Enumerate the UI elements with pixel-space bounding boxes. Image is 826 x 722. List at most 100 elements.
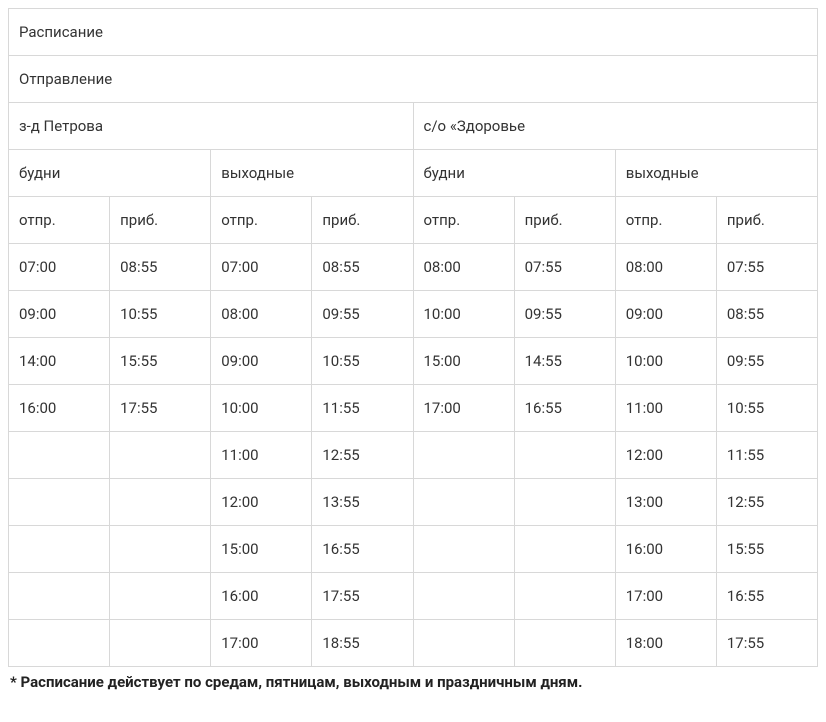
time-cell: 17:00 — [211, 620, 312, 667]
table-row: 17:0018:55 18:0017:55 — [9, 620, 818, 667]
time-cell: 17:00 — [413, 385, 514, 432]
data-rows: 07:0008:5507:0008:5508:0007:5508:0007:55… — [9, 244, 818, 667]
st1-weekdays: будни — [9, 150, 211, 197]
time-cell — [413, 432, 514, 479]
time-cell — [9, 479, 110, 526]
time-cell: 16:00 — [211, 573, 312, 620]
table-body: Расписание Отправление з-д Петрова с/о «… — [9, 9, 818, 244]
time-cell: 16:55 — [312, 526, 413, 573]
time-cell: 10:55 — [110, 291, 211, 338]
time-cell: 16:55 — [514, 385, 615, 432]
time-cell — [9, 526, 110, 573]
time-cell — [413, 573, 514, 620]
time-cell: 11:00 — [615, 385, 716, 432]
col-dep: отпр. — [9, 197, 110, 244]
time-cell: 10:55 — [716, 385, 817, 432]
time-cell: 13:55 — [312, 479, 413, 526]
time-cell: 12:55 — [312, 432, 413, 479]
col-dep: отпр. — [615, 197, 716, 244]
time-cell — [514, 432, 615, 479]
time-cell: 07:00 — [9, 244, 110, 291]
time-cell — [110, 573, 211, 620]
time-cell — [9, 620, 110, 667]
time-cell: 17:00 — [615, 573, 716, 620]
col-arr: приб. — [312, 197, 413, 244]
table-row: 16:0017:5510:0011:5517:0016:5511:0010:55 — [9, 385, 818, 432]
time-cell: 08:55 — [110, 244, 211, 291]
time-cell: 14:55 — [514, 338, 615, 385]
time-cell — [110, 432, 211, 479]
time-cell: 09:55 — [716, 338, 817, 385]
schedule-table: Расписание Отправление з-д Петрова с/о «… — [8, 8, 818, 667]
time-cell: 10:00 — [211, 385, 312, 432]
col-dep: отпр. — [413, 197, 514, 244]
station1-cell: з-д Петрова — [9, 103, 414, 150]
time-cell: 16:00 — [9, 385, 110, 432]
time-cell: 08:55 — [716, 291, 817, 338]
time-cell — [110, 526, 211, 573]
header-row-title: Расписание — [9, 9, 818, 56]
time-cell: 07:55 — [514, 244, 615, 291]
col-arr: приб. — [110, 197, 211, 244]
station2-cell: с/о «Здоровье — [413, 103, 818, 150]
time-cell: 15:55 — [110, 338, 211, 385]
time-cell: 14:00 — [9, 338, 110, 385]
time-cell — [413, 479, 514, 526]
header-row-daytype: будни выходные будни выходные — [9, 150, 818, 197]
time-cell: 08:00 — [211, 291, 312, 338]
st1-weekends: выходные — [211, 150, 413, 197]
time-cell: 09:00 — [9, 291, 110, 338]
time-cell: 12:00 — [615, 432, 716, 479]
time-cell: 12:00 — [211, 479, 312, 526]
time-cell — [514, 573, 615, 620]
time-cell: 18:55 — [312, 620, 413, 667]
table-row: 07:0008:5507:0008:5508:0007:5508:0007:55 — [9, 244, 818, 291]
departure-cell: Отправление — [9, 56, 818, 103]
header-row-stations: з-д Петрова с/о «Здоровье — [9, 103, 818, 150]
time-cell: 15:00 — [211, 526, 312, 573]
time-cell: 10:00 — [615, 338, 716, 385]
time-cell — [413, 526, 514, 573]
time-cell — [514, 526, 615, 573]
time-cell: 15:55 — [716, 526, 817, 573]
col-arr: приб. — [514, 197, 615, 244]
header-row-departure: Отправление — [9, 56, 818, 103]
time-cell: 09:55 — [312, 291, 413, 338]
time-cell — [514, 479, 615, 526]
table-row: 12:0013:55 13:0012:55 — [9, 479, 818, 526]
st2-weekdays: будни — [413, 150, 615, 197]
time-cell: 08:00 — [615, 244, 716, 291]
title-cell: Расписание — [9, 9, 818, 56]
time-cell: 08:55 — [312, 244, 413, 291]
time-cell: 09:55 — [514, 291, 615, 338]
time-cell: 16:55 — [716, 573, 817, 620]
table-row: 09:0010:5508:0009:5510:0009:5509:0008:55 — [9, 291, 818, 338]
time-cell: 11:55 — [716, 432, 817, 479]
time-cell — [514, 620, 615, 667]
time-cell — [110, 479, 211, 526]
time-cell: 09:00 — [211, 338, 312, 385]
table-row: 15:0016:55 16:0015:55 — [9, 526, 818, 573]
col-arr: приб. — [716, 197, 817, 244]
time-cell: 17:55 — [716, 620, 817, 667]
time-cell: 16:00 — [615, 526, 716, 573]
time-cell: 12:55 — [716, 479, 817, 526]
time-cell: 17:55 — [312, 573, 413, 620]
time-cell: 11:00 — [211, 432, 312, 479]
table-row: 16:0017:55 17:0016:55 — [9, 573, 818, 620]
time-cell: 07:55 — [716, 244, 817, 291]
time-cell: 10:00 — [413, 291, 514, 338]
time-cell: 09:00 — [615, 291, 716, 338]
time-cell — [413, 620, 514, 667]
table-row: 11:0012:55 12:0011:55 — [9, 432, 818, 479]
time-cell: 11:55 — [312, 385, 413, 432]
time-cell — [9, 432, 110, 479]
header-row-deparr: отпр. приб. отпр. приб. отпр. приб. отпр… — [9, 197, 818, 244]
footnote-text: * Расписание действует по средам, пятниц… — [8, 667, 818, 691]
time-cell: 10:55 — [312, 338, 413, 385]
col-dep: отпр. — [211, 197, 312, 244]
time-cell: 17:55 — [110, 385, 211, 432]
table-row: 14:0015:5509:0010:5515:0014:5510:0009:55 — [9, 338, 818, 385]
time-cell: 15:00 — [413, 338, 514, 385]
time-cell: 18:00 — [615, 620, 716, 667]
